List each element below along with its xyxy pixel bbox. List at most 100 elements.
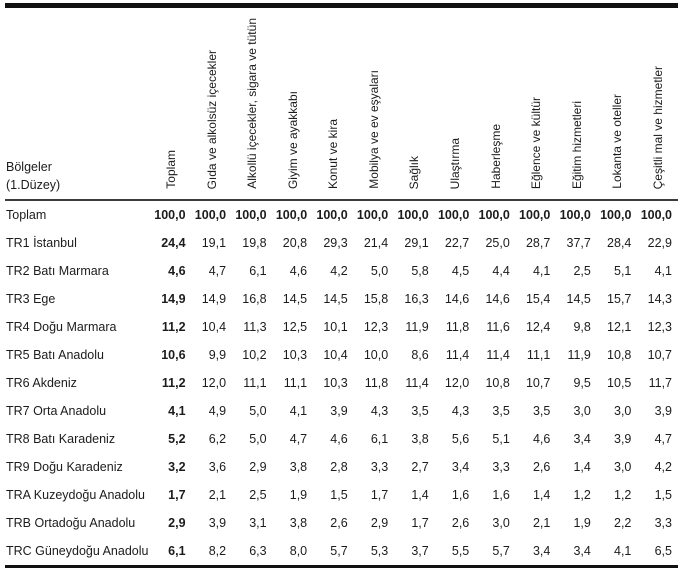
cell-value: 21,4: [363, 236, 389, 250]
cell-value: 1,4: [532, 488, 551, 502]
table-body: Toplam 100,0 100,0 100,0 100,0 100,0 100,0 100,…: [5, 200, 678, 567]
cell-value: 14,6: [444, 292, 470, 306]
cell-value: 3,8: [289, 516, 308, 530]
cell-value: 19,1: [201, 236, 227, 250]
column-header-label: Sağlık: [407, 155, 422, 189]
cell-value: 15,8: [363, 292, 389, 306]
cell-value: 10,4: [201, 320, 227, 334]
cell-value: 22,9: [647, 236, 672, 250]
cell-value: 14,3: [647, 292, 672, 306]
cell-value: 3,5: [411, 404, 429, 418]
cell-value: 100,0: [356, 208, 389, 222]
cell-value: 4,7: [208, 264, 227, 278]
cell-value: 3,2: [168, 460, 186, 474]
table-row: TR1 İstanbul 24,4 19,1 19,8 20,8 29,3 21,4 29,1…: [5, 229, 678, 257]
cell-value: 3,3: [370, 460, 389, 474]
cell-value: 100,0: [478, 208, 510, 222]
cell-value: 3,3: [654, 516, 672, 530]
row-label: Toplam: [6, 208, 47, 222]
column-header-1: Toplam: [151, 8, 192, 201]
cell-value: 11,6: [486, 320, 510, 334]
column-header-4: Giyim ve ayakkabı: [272, 8, 314, 201]
cell-value: 11,4: [486, 348, 510, 362]
cell-value: 11,2: [161, 376, 186, 390]
cell-value: 3,8: [289, 460, 308, 474]
cell-value: 10,2: [242, 348, 267, 362]
cell-value: 2,1: [208, 488, 227, 502]
cell-value: 12,3: [647, 320, 672, 334]
cell-value: 100,0: [437, 208, 470, 222]
column-header-6: Mobilya ve ev eşyaları: [353, 8, 395, 201]
cell-value: 2,9: [370, 516, 389, 530]
column-header-3: Alkollü içecekler, sigara ve tütün: [232, 8, 273, 201]
cell-value: 4,6: [330, 432, 348, 446]
cell-value: 10,0: [363, 348, 389, 362]
table-row: TR8 Batı Karadeniz 5,2 6,2 5,0 4,7 4,6 6,1 3,8 5…: [5, 425, 678, 453]
cell-value: 5,0: [370, 264, 389, 278]
cell-value: 3,8: [411, 432, 429, 446]
cell-value: 1,2: [614, 488, 632, 502]
cell-value: 14,9: [201, 292, 227, 306]
row-label: TRB Ortadoğu Anadolu: [6, 516, 136, 530]
cell-value: 100,0: [194, 208, 227, 222]
row-label: TR4 Doğu Marmara: [6, 320, 117, 334]
column-header-9: Haberleşme: [475, 8, 516, 201]
row-group-header-line2: (1.Düzey): [6, 177, 61, 192]
table-row: TRA Kuzeydoğu Anadolu 1,7 2,1 2,5 1,9 1,5 1,7 1…: [5, 481, 678, 509]
cell-value: 8,0: [289, 544, 308, 558]
cell-value: 6,2: [208, 432, 227, 446]
cell-value: 100,0: [600, 208, 632, 222]
column-header-label: Ulaştırma: [448, 137, 462, 189]
cell-value: 6,1: [168, 544, 186, 558]
column-header-label: Haberleşme: [488, 124, 503, 189]
cell-value: 5,1: [614, 264, 632, 278]
cell-value: 10,7: [647, 348, 672, 362]
cell-value: 5,2: [168, 432, 186, 446]
cell-value: 4,6: [532, 432, 551, 446]
cell-value: 2,9: [249, 460, 267, 474]
row-group-header: Bölgeler (1.Düzey): [5, 8, 152, 201]
cell-value: 4,1: [654, 264, 672, 278]
cell-value: 9,9: [208, 348, 227, 362]
cell-value: 3,6: [208, 460, 227, 474]
cell-value: 20,8: [282, 236, 308, 250]
cell-value: 3,4: [573, 432, 591, 446]
cell-value: 9,5: [573, 376, 591, 390]
cell-value: 1,5: [654, 488, 672, 502]
cell-value: 2,9: [168, 516, 186, 530]
cell-value: 11,1: [283, 376, 308, 390]
cell-value: 28,4: [607, 236, 632, 250]
cell-value: 10,8: [607, 348, 632, 362]
cell-value: 3,4: [532, 544, 551, 558]
cell-value: 16,8: [242, 292, 267, 306]
column-header-label: Toplam: [164, 150, 179, 189]
cell-value: 14,5: [566, 292, 591, 306]
column-header-label: Çeşitli mal ve hizmetler: [650, 65, 665, 189]
table-top-rule: [5, 3, 678, 8]
cell-value: 11,4: [405, 376, 429, 390]
row-label: TR1 İstanbul: [6, 236, 77, 250]
cell-value: 2,5: [573, 264, 591, 278]
cell-value: 5,7: [492, 544, 510, 558]
column-header-8: Ulaştırma: [434, 8, 476, 201]
cell-value: 2,6: [330, 516, 348, 530]
row-group-header-line1: Bölgeler: [6, 159, 52, 174]
cell-value: 11,4: [445, 348, 470, 362]
cell-value: 4,3: [370, 404, 389, 418]
cell-value: 1,4: [573, 460, 591, 474]
cell-value: 4,2: [330, 264, 348, 278]
cell-value: 3,1: [249, 516, 267, 530]
cell-value: 3,9: [654, 404, 672, 418]
cell-value: 5,7: [330, 544, 348, 558]
row-label: TR6 Akdeniz: [6, 376, 77, 390]
cell-value: 6,1: [370, 432, 389, 446]
table-row: TR6 Akdeniz 11,2 12,0 11,1 11,1 10,3 11,8 11,4 1…: [5, 369, 678, 397]
cell-value: 3,4: [451, 460, 470, 474]
row-label: TR9 Doğu Karadeniz: [6, 460, 123, 474]
cell-value: 10,5: [607, 376, 632, 390]
cell-value: 10,3: [282, 348, 308, 362]
row-label: TRC Güneydoğu Anadolu: [6, 544, 149, 558]
cell-value: 5,0: [249, 432, 267, 446]
cell-value: 14,5: [282, 292, 308, 306]
row-label: TR2 Batı Marmara: [6, 264, 109, 278]
